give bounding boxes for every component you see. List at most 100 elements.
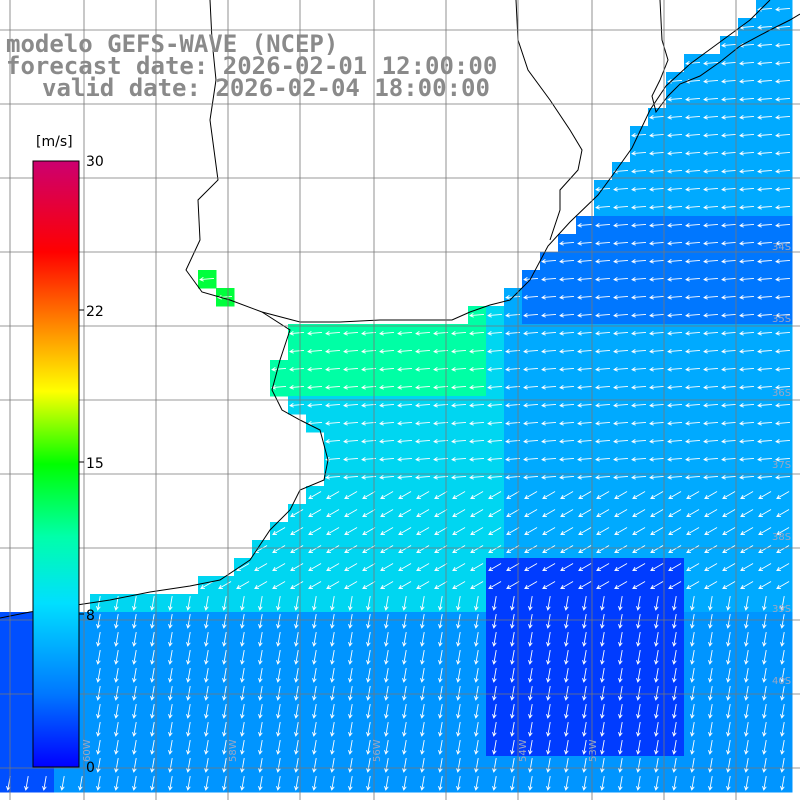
title-valid-date: valid date: 2026-02-04 18:00:00 bbox=[42, 74, 490, 102]
wind-arrow bbox=[348, 758, 353, 773]
wind-arrow bbox=[344, 527, 358, 535]
coastline-north bbox=[651, 0, 800, 114]
wind-arrow bbox=[672, 668, 677, 683]
wind-arrow bbox=[744, 596, 749, 611]
wind-vectors bbox=[6, 7, 791, 791]
wind-arrow bbox=[312, 632, 317, 647]
wind-arrow bbox=[289, 403, 305, 408]
wind-arrow bbox=[708, 668, 713, 683]
wind-arrow bbox=[654, 776, 659, 791]
wind-arrow bbox=[559, 385, 575, 390]
wind-arrow bbox=[685, 439, 701, 444]
wind-arrow bbox=[474, 632, 479, 647]
wind-arrow bbox=[348, 722, 353, 737]
wind-arrow bbox=[703, 475, 719, 480]
wind-arrow bbox=[577, 457, 593, 462]
wind-arrow bbox=[703, 61, 719, 66]
wind-arrow bbox=[559, 313, 575, 318]
wind-arrow bbox=[294, 686, 299, 701]
wind-arrow bbox=[150, 650, 155, 665]
wind-arrow bbox=[632, 509, 646, 517]
wind-arrow bbox=[564, 596, 569, 611]
wind-arrow bbox=[380, 509, 394, 517]
wind-arrow bbox=[222, 704, 227, 719]
wind-arrow bbox=[560, 491, 574, 499]
wind-arrow bbox=[758, 491, 772, 499]
wind-arrow bbox=[721, 403, 737, 408]
wind-arrow bbox=[650, 581, 664, 589]
wind-arrow bbox=[721, 385, 737, 390]
wind-arrow bbox=[272, 545, 286, 553]
wind-arrow bbox=[631, 187, 647, 192]
wind-arrow bbox=[528, 776, 533, 791]
wind-arrow bbox=[272, 527, 286, 535]
wind-arrow bbox=[649, 439, 665, 444]
wind-arrow bbox=[578, 545, 592, 553]
wind-arrow bbox=[325, 349, 341, 354]
wind-arrow bbox=[654, 668, 659, 683]
wind-arrow bbox=[451, 457, 467, 462]
wind-arrow bbox=[168, 632, 173, 647]
wind-arrow bbox=[559, 349, 575, 354]
wind-arrow bbox=[721, 97, 737, 102]
wind-arrow bbox=[744, 668, 749, 683]
wind-arrow bbox=[636, 740, 641, 755]
wind-arrow bbox=[560, 545, 574, 553]
wind-arrow bbox=[528, 650, 533, 665]
wind-arrow bbox=[276, 722, 281, 737]
wind-arrow bbox=[636, 704, 641, 719]
wind-arrow bbox=[631, 169, 647, 174]
wind-arrow bbox=[650, 563, 664, 571]
wind-arrow bbox=[632, 545, 646, 553]
wind-arrow bbox=[596, 563, 610, 571]
wind-arrow bbox=[650, 509, 664, 517]
wind-arrow bbox=[564, 686, 569, 701]
wind-arrow bbox=[757, 313, 773, 318]
wind-arrow bbox=[654, 632, 659, 647]
wind-arrow bbox=[721, 43, 737, 48]
colorbar-tick-15: 15 bbox=[86, 456, 104, 472]
wind-arrow bbox=[506, 491, 520, 499]
wind-arrow bbox=[636, 632, 641, 647]
wind-arrow bbox=[618, 614, 623, 629]
wind-arrow bbox=[744, 650, 749, 665]
wind-arrow bbox=[775, 187, 791, 192]
wind-arrow bbox=[690, 632, 695, 647]
wind-arrow bbox=[294, 650, 299, 665]
wind-arrow bbox=[290, 563, 304, 571]
wind-arrow bbox=[582, 632, 587, 647]
wind-arrow bbox=[150, 776, 155, 791]
wind-arrow bbox=[528, 614, 533, 629]
wind-arrow bbox=[649, 421, 665, 426]
wind-arrow bbox=[685, 403, 701, 408]
wind-arrow bbox=[703, 403, 719, 408]
wind-arrow bbox=[686, 491, 700, 499]
wind-arrow bbox=[672, 686, 677, 701]
wind-arrow bbox=[469, 313, 485, 318]
wind-arrow bbox=[726, 614, 731, 629]
wind-arrow bbox=[703, 241, 719, 246]
wind-arrow bbox=[456, 704, 461, 719]
wind-arrow bbox=[96, 614, 101, 629]
wind-arrow bbox=[470, 563, 484, 571]
wind-arrow bbox=[578, 581, 592, 589]
wind-arrow bbox=[402, 632, 407, 647]
wind-arrow bbox=[667, 115, 683, 120]
wind-arrow bbox=[379, 475, 395, 480]
wind-arrow bbox=[402, 776, 407, 791]
wind-arrow bbox=[168, 758, 173, 773]
colorbar: [m/s] 30 22 15 8 0 bbox=[32, 134, 104, 776]
wind-arrow bbox=[685, 367, 701, 372]
wind-arrow bbox=[739, 259, 755, 264]
latitude-labels: 34S 35S 36S 37S 38S 39S 40S bbox=[772, 242, 791, 687]
wind-cell bbox=[18, 684, 37, 703]
wind-arrow bbox=[722, 545, 736, 553]
wind-arrow bbox=[780, 614, 785, 629]
wind-arrow bbox=[258, 776, 263, 791]
wind-arrow bbox=[776, 491, 790, 499]
wind-arrow bbox=[582, 668, 587, 683]
wind-arrow bbox=[469, 349, 485, 354]
wind-arrow bbox=[740, 545, 754, 553]
wind-arrow bbox=[762, 740, 767, 755]
wind-arrow bbox=[690, 758, 695, 773]
